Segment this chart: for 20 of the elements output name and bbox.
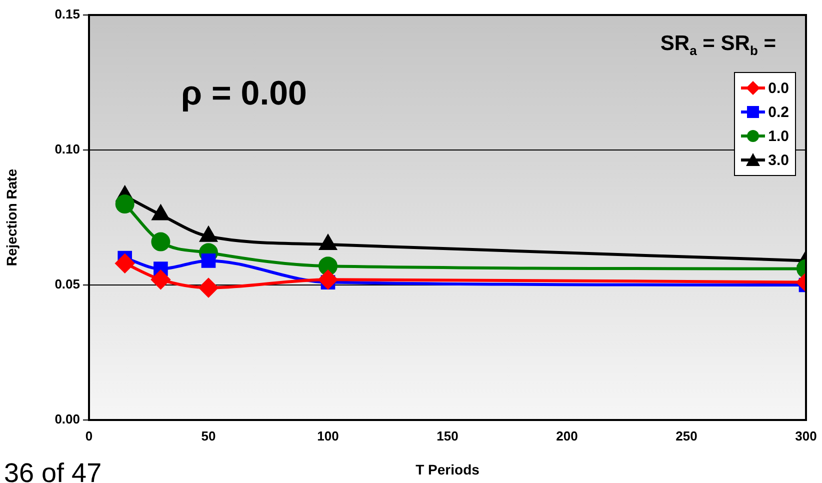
y-axis-title: Rejection Rate <box>3 168 20 266</box>
x-tick-label: 300 <box>795 428 817 444</box>
y-tick-label: 0.15 <box>54 6 80 22</box>
x-tick-label: 200 <box>556 428 578 444</box>
legend-label: 1.0 <box>768 128 789 144</box>
x-tick-label: 0 <box>85 428 93 444</box>
x-tick-label: 150 <box>436 428 458 444</box>
legend-label: 0.0 <box>768 80 789 96</box>
annotation: ρ = 0.00 <box>181 74 307 112</box>
legend-title: SR$_{a}$ = SR$_{b}$ = <box>660 32 776 58</box>
y-tick-label: 0.10 <box>54 142 80 157</box>
legend-label: 3.0 <box>768 152 789 168</box>
legend-label: 0.2 <box>768 104 789 120</box>
y-tick-label: 0.00 <box>54 412 80 427</box>
x-tick-label: 50 <box>201 428 216 444</box>
x-tick-label: 250 <box>676 428 698 444</box>
x-tick-label: 100 <box>317 428 339 444</box>
y-tick-label: 0.05 <box>54 276 80 292</box>
text: 36 of 47 <box>4 458 102 483</box>
x-axis-title: T Periods <box>416 461 480 478</box>
